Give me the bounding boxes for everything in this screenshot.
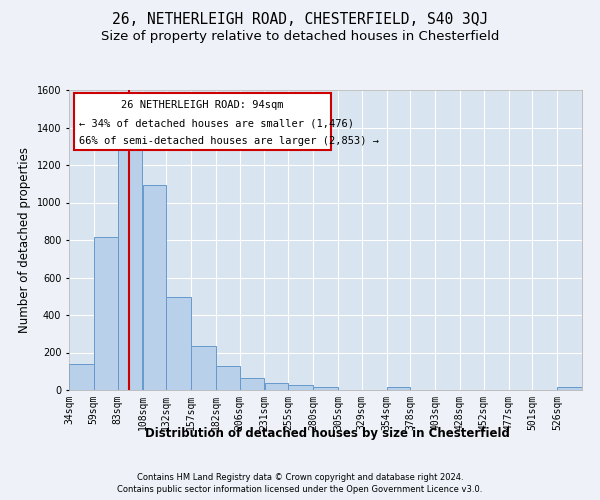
Bar [240, 378, 265, 390]
Bar [69, 364, 94, 390]
Text: Contains public sector information licensed under the Open Government Licence v3: Contains public sector information licen… [118, 485, 482, 494]
Bar [166, 297, 191, 390]
FancyBboxPatch shape [74, 93, 331, 150]
Text: ← 34% of detached houses are smaller (1,476): ← 34% of detached houses are smaller (1,… [79, 118, 354, 128]
Bar [216, 366, 239, 390]
Bar [557, 387, 582, 390]
Y-axis label: Number of detached properties: Number of detached properties [18, 147, 31, 333]
Bar [191, 346, 216, 390]
Text: Size of property relative to detached houses in Chesterfield: Size of property relative to detached ho… [101, 30, 499, 43]
Text: 66% of semi-detached houses are larger (2,853) →: 66% of semi-detached houses are larger (… [79, 136, 379, 146]
Text: 26, NETHERLEIGH ROAD, CHESTERFIELD, S40 3QJ: 26, NETHERLEIGH ROAD, CHESTERFIELD, S40 … [112, 12, 488, 28]
Text: 26 NETHERLEIGH ROAD: 94sqm: 26 NETHERLEIGH ROAD: 94sqm [121, 100, 284, 110]
Bar [313, 387, 338, 390]
Bar [386, 387, 410, 390]
Bar [118, 147, 142, 390]
Bar [143, 184, 166, 390]
Bar [265, 382, 288, 390]
Text: Contains HM Land Registry data © Crown copyright and database right 2024.: Contains HM Land Registry data © Crown c… [137, 472, 463, 482]
Bar [94, 237, 118, 390]
Bar [289, 385, 313, 390]
Text: Distribution of detached houses by size in Chesterfield: Distribution of detached houses by size … [145, 428, 509, 440]
